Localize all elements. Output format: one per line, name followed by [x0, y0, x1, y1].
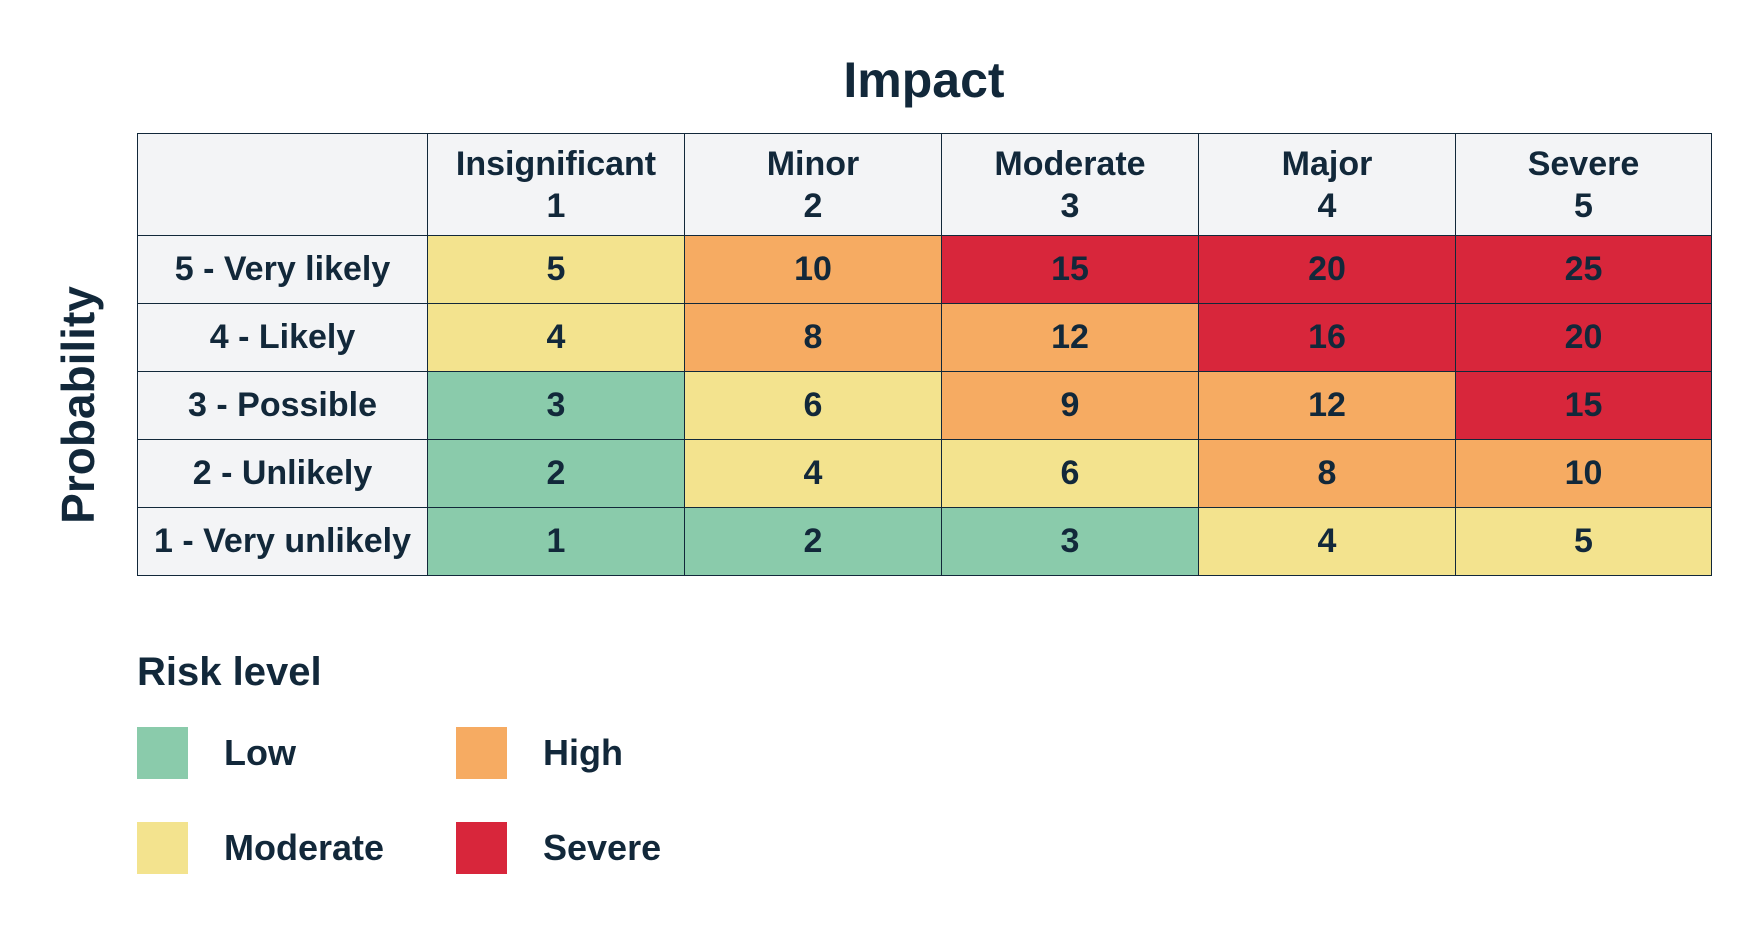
- risk-score-cell: 16: [1198, 303, 1456, 372]
- impact-column-header: Severe 5: [1455, 133, 1712, 236]
- probability-row: 3 - Possible 3 6 9 12 15: [137, 371, 1712, 440]
- risk-score-cell: 10: [1455, 439, 1712, 508]
- probability-row-label: 2 - Unlikely: [137, 439, 428, 508]
- impact-column-value: 3: [1060, 186, 1080, 225]
- legend-item-high: High: [456, 727, 623, 779]
- probability-row: 1 - Very unlikely 1 2 3 4 5: [137, 507, 1712, 576]
- probability-row-label: 1 - Very unlikely: [137, 507, 428, 576]
- impact-column-name: Major: [1281, 144, 1373, 183]
- legend-label-severe: Severe: [543, 827, 662, 868]
- risk-score-cell: 6: [941, 439, 1199, 508]
- risk-score-cell: 20: [1198, 235, 1456, 304]
- impact-header-row: Insignificant 1 Minor 2 Moderate 3 Major…: [137, 133, 1712, 236]
- impact-column-name: Moderate: [994, 144, 1146, 183]
- probability-row-label: 4 - Likely: [137, 303, 428, 372]
- legend-label-low: Low: [224, 732, 296, 773]
- risk-score-cell: 4: [684, 439, 942, 508]
- risk-score-cell: 12: [1198, 371, 1456, 440]
- legend-title: Risk level: [137, 650, 322, 694]
- risk-score-cell: 12: [941, 303, 1199, 372]
- risk-matrix-table: Insignificant 1 Minor 2 Moderate 3 Major…: [137, 133, 1712, 576]
- legend-swatch-moderate: [137, 822, 188, 874]
- legend-swatch-severe: [456, 822, 507, 874]
- impact-column-header: Moderate 3: [941, 133, 1199, 236]
- legend-label-high: High: [543, 732, 623, 773]
- impact-column-value: 1: [546, 186, 566, 225]
- impact-axis-title: Impact: [843, 52, 1005, 108]
- impact-column-name: Minor: [766, 144, 860, 183]
- impact-column-header: Insignificant 1: [427, 133, 685, 236]
- legend-item-severe: Severe: [456, 822, 661, 874]
- risk-score-cell: 8: [684, 303, 942, 372]
- risk-score-cell: 5: [1455, 507, 1712, 576]
- impact-column-name: Severe: [1527, 144, 1640, 183]
- risk-score-cell: 20: [1455, 303, 1712, 372]
- risk-score-cell: 2: [427, 439, 685, 508]
- risk-score-cell: 4: [1198, 507, 1456, 576]
- risk-score-cell: 25: [1455, 235, 1712, 304]
- risk-score-cell: 4: [427, 303, 685, 372]
- risk-score-cell: 10: [684, 235, 942, 304]
- probability-row-label: 3 - Possible: [137, 371, 428, 440]
- impact-column-header: Minor 2: [684, 133, 942, 236]
- risk-score-cell: 5: [427, 235, 685, 304]
- risk-score-cell: 3: [427, 371, 685, 440]
- legend-item-low: Low: [137, 727, 296, 779]
- risk-score-cell: 15: [1455, 371, 1712, 440]
- impact-column-value: 2: [803, 186, 823, 225]
- probability-axis-title: Probability: [52, 286, 104, 524]
- risk-score-cell: 3: [941, 507, 1199, 576]
- risk-score-cell: 8: [1198, 439, 1456, 508]
- probability-row: 4 - Likely 4 8 12 16 20: [137, 303, 1712, 372]
- risk-score-cell: 9: [941, 371, 1199, 440]
- legend-label-moderate: Moderate: [224, 827, 385, 868]
- probability-row: 5 - Very likely 5 10 15 20 25: [137, 235, 1712, 304]
- matrix-corner-cell: [137, 133, 428, 236]
- risk-score-cell: 2: [684, 507, 942, 576]
- risk-score-cell: 15: [941, 235, 1199, 304]
- probability-row: 2 - Unlikely 2 4 6 8 10: [137, 439, 1712, 508]
- legend-swatch-low: [137, 727, 188, 779]
- impact-column-value: 4: [1317, 186, 1337, 225]
- legend-swatch-high: [456, 727, 507, 779]
- impact-column-header: Major 4: [1198, 133, 1456, 236]
- impact-column-value: 5: [1574, 186, 1593, 225]
- legend-item-moderate: Moderate: [137, 822, 384, 874]
- probability-row-label: 5 - Very likely: [137, 235, 428, 304]
- risk-score-cell: 1: [427, 507, 685, 576]
- risk-score-cell: 6: [684, 371, 942, 440]
- impact-column-name: Insignificant: [455, 144, 657, 183]
